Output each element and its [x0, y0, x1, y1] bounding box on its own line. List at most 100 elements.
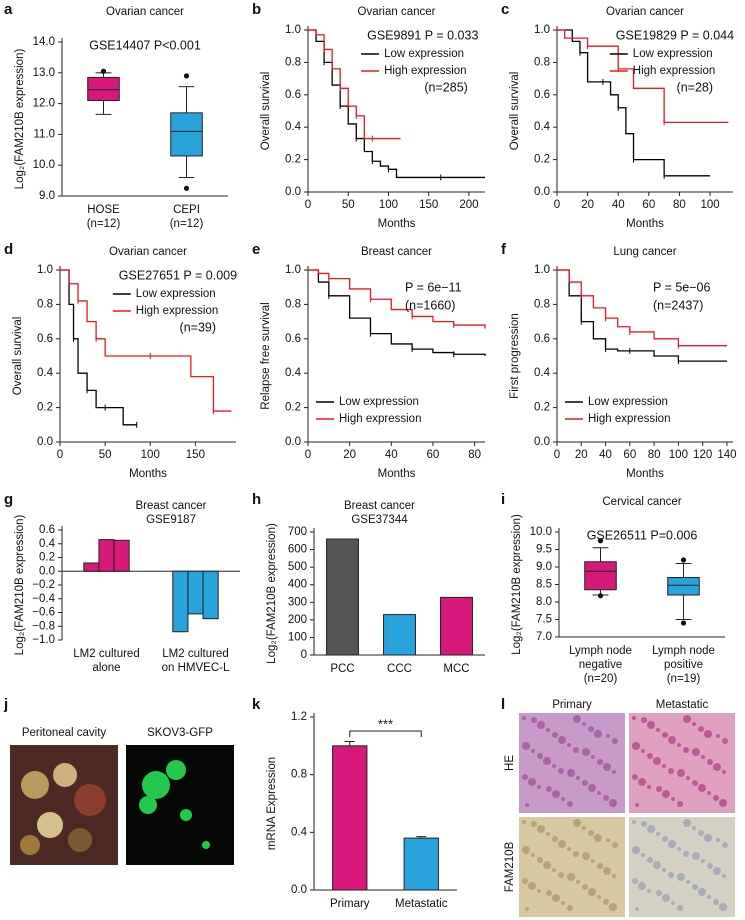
panel-letter: b [252, 1, 261, 18]
y-tick-label: −1.0 [32, 634, 55, 646]
column-label: Metastatic [656, 699, 709, 711]
outlier [597, 593, 604, 599]
annotation: GSE27651 P = 0.009 [119, 268, 237, 282]
annotation: P = 5e−06 [653, 280, 711, 294]
cell [609, 903, 617, 911]
legend-label: High expression [339, 413, 421, 425]
cell [662, 868, 666, 872]
survival-curve [557, 269, 727, 347]
y-tick-label: 500 [288, 561, 307, 573]
y-tick-label: 8.0 [536, 596, 552, 608]
bar [113, 539, 130, 572]
y-axis-label: Overall survival [260, 72, 272, 151]
micrograph [629, 817, 735, 917]
cell [662, 790, 670, 798]
y-axis-label: Relapse free survival [260, 302, 272, 409]
y-tick-label: 8.5 [536, 579, 552, 591]
cell [597, 895, 601, 899]
panel-letter: e [252, 241, 260, 258]
cell [662, 764, 666, 768]
chart-title: Lung cancer [613, 246, 676, 258]
y-tick-label: 12.0 [33, 98, 55, 110]
cell [683, 715, 691, 723]
annotation: (n=39) [180, 320, 216, 334]
annotation: GSE26511 P=0.006 [587, 528, 698, 542]
y-tick-label: 1.2 [291, 711, 307, 723]
x-tick-label: 150 [186, 449, 205, 461]
cell [635, 907, 639, 911]
cell [606, 838, 610, 842]
cell [713, 899, 719, 905]
cell [612, 770, 616, 774]
x-tick-label: 60 [427, 449, 440, 461]
cell [522, 820, 526, 824]
y-axis-label: Log₂(FAM210B expression) [511, 514, 523, 655]
y-axis-label: Overall survival [12, 317, 24, 396]
y-tick-label: 13.0 [33, 67, 55, 79]
y-tick-label: 0.2 [285, 402, 301, 414]
y-axis-label: Log₂(FAM210B expression) [14, 49, 26, 190]
cell [573, 851, 579, 857]
y-axis-label: First progression [509, 313, 521, 399]
photo-detail [37, 812, 63, 838]
cell [722, 770, 726, 774]
bar [383, 614, 416, 656]
cell [647, 857, 653, 863]
y-tick-label: 0.8 [534, 56, 550, 68]
survival-curve [60, 269, 137, 426]
photo-caption: Peritoneal cavity [22, 727, 107, 739]
chart-title: Ovarian cancer [106, 6, 184, 18]
micrograph [519, 713, 625, 813]
photo-detail [68, 828, 92, 852]
y-tick-label: 0.0 [291, 884, 307, 896]
cell [683, 747, 689, 753]
y-tick-label: 7.0 [536, 631, 552, 643]
row-label: HE [504, 755, 516, 771]
cell [525, 803, 529, 807]
y-tick-label: 0.4 [285, 121, 302, 133]
x-tick-label: negative [579, 659, 622, 671]
fluorescence [139, 796, 157, 814]
panel-letter: j [3, 696, 8, 713]
cell [531, 821, 537, 827]
cell [603, 899, 609, 905]
y-tick-label: 0.2 [37, 402, 53, 414]
cell [677, 769, 685, 777]
cell [582, 748, 590, 756]
bar [83, 562, 100, 572]
x-tick-label: LM2 cultured [162, 648, 228, 660]
cell [582, 852, 590, 860]
error-bar [416, 836, 427, 839]
cell [692, 852, 700, 860]
x-tick-label: 0 [554, 199, 560, 211]
x-tick-label: 50 [99, 449, 112, 461]
cell [597, 791, 601, 795]
x-axis-label: Months [378, 218, 416, 230]
cell [692, 884, 698, 890]
cell [701, 755, 705, 759]
cell [537, 785, 541, 789]
legend-label: Low expression [136, 288, 216, 300]
cell [722, 738, 728, 744]
bar [326, 538, 359, 656]
cell [612, 874, 616, 878]
legend-label: High expression [588, 413, 670, 425]
x-tick-label: 60 [623, 449, 636, 461]
y-tick-label: 9.0 [536, 561, 552, 573]
cell [591, 755, 595, 759]
x-tick-label: 0 [305, 449, 311, 461]
cell [597, 863, 603, 869]
panel-letter: a [4, 1, 13, 18]
cell [704, 730, 712, 738]
column-label: Primary [552, 699, 592, 711]
x-tick-label: 140 [717, 449, 736, 461]
photo-detail [53, 763, 77, 787]
cell [522, 742, 530, 750]
bar [98, 539, 115, 572]
cell [552, 764, 556, 768]
cell [567, 801, 573, 807]
cell [713, 795, 719, 801]
cell [603, 867, 611, 875]
y-tick-label: 0.6 [534, 333, 550, 345]
cell [722, 874, 726, 878]
